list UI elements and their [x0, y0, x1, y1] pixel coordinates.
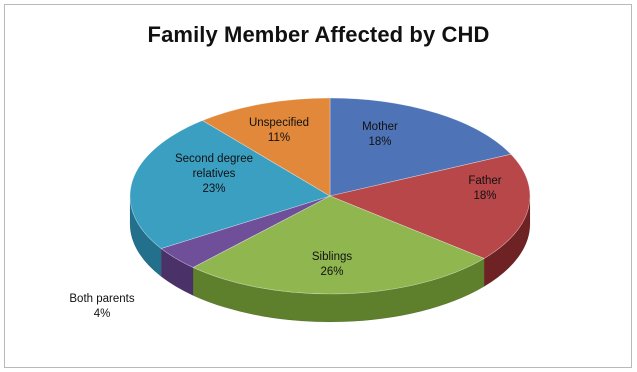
data-label-both-parents: Both parents 4% — [69, 293, 134, 320]
data-label-father: Father 18% — [468, 175, 501, 202]
pie-slice-siblings — [192, 195, 485, 295]
data-label-second-degree-relatives: Second degree relatives 23% — [175, 153, 253, 195]
data-label-unspecified: Unspecified 11% — [249, 117, 309, 144]
pie-slice-second-degree-relatives — [129, 120, 331, 249]
data-label-mother: Mother 18% — [362, 121, 398, 148]
pie-slice-mother — [329, 97, 512, 197]
chart-title: Family Member Affected by CHD — [147, 22, 490, 47]
pie-labels: Mother 18% Father 18% Siblings 26% Both parent… — [69, 117, 501, 320]
pie-slices — [129, 97, 531, 295]
pie-sides — [129, 195, 531, 323]
pie-slice-father — [329, 153, 531, 259]
data-label-siblings: Siblings 26% — [312, 251, 353, 278]
pie-slice-unspecified — [201, 97, 331, 197]
